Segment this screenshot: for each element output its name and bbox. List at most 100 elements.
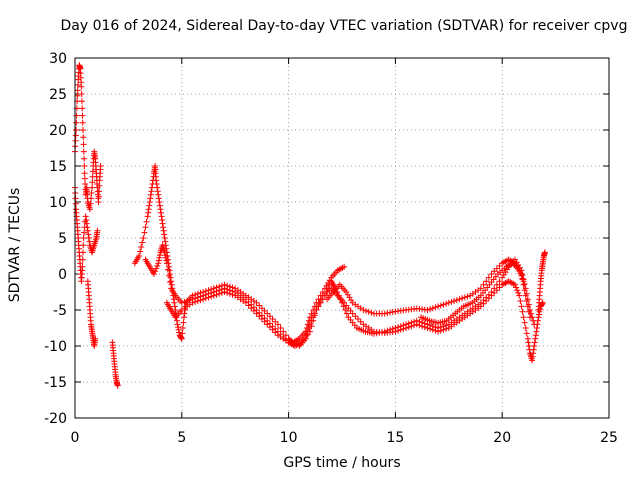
data-point	[79, 256, 86, 263]
data-point	[175, 324, 182, 331]
data-point	[154, 262, 161, 269]
data-point	[429, 305, 436, 312]
y-tick-label: -5	[53, 303, 67, 319]
data-point	[153, 181, 160, 187]
y-tick-label: 0	[58, 267, 67, 283]
data-point	[250, 307, 257, 314]
data-point	[392, 325, 399, 331]
data-point	[152, 268, 159, 275]
data-point	[285, 339, 292, 346]
data-point	[491, 285, 498, 292]
x-tick-label: 20	[493, 430, 511, 446]
data-point	[531, 339, 538, 346]
data-point	[526, 314, 533, 321]
data-point	[88, 195, 95, 202]
data-point	[269, 316, 276, 322]
data-point	[161, 235, 168, 241]
data-point	[82, 213, 89, 220]
y-axis-label: SDTVAR / TECUs	[7, 187, 23, 303]
series-arc4	[109, 339, 121, 389]
data-point	[210, 292, 217, 299]
data-point	[440, 323, 447, 330]
data-point	[95, 199, 102, 205]
data-point	[264, 321, 271, 328]
data-point	[379, 329, 386, 336]
data-point	[114, 382, 121, 389]
data-point	[146, 202, 153, 209]
y-tick-label: 15	[49, 159, 67, 175]
data-point	[156, 202, 163, 209]
data-point	[81, 163, 88, 169]
data-point	[256, 313, 263, 320]
x-tick-label: 5	[177, 430, 186, 446]
data-point	[164, 266, 171, 273]
data-point	[343, 310, 350, 317]
x-axis-label: GPS time / hours	[283, 455, 401, 471]
data-point	[82, 181, 89, 187]
data-point	[387, 326, 394, 333]
data-point	[80, 235, 87, 241]
data-point	[416, 318, 423, 325]
data-point	[325, 285, 332, 292]
data-point	[360, 307, 367, 313]
data-point	[522, 292, 529, 299]
data-point	[88, 190, 95, 196]
data-point	[153, 265, 160, 272]
data-point	[165, 272, 172, 279]
data-point	[373, 330, 380, 337]
data-point	[155, 195, 162, 202]
data-point	[302, 335, 309, 342]
data-point	[516, 292, 523, 299]
data-point	[171, 299, 178, 306]
data-point	[288, 340, 295, 347]
data-point	[147, 191, 154, 198]
data-point	[74, 82, 81, 88]
series-arc3	[84, 278, 99, 349]
data-point	[157, 206, 164, 213]
data-point	[145, 209, 152, 216]
series-arc10	[535, 249, 548, 313]
data-point	[174, 321, 181, 328]
data-point	[155, 191, 162, 198]
y-tick-label: -20	[44, 411, 67, 427]
data-point	[541, 249, 548, 256]
data-point	[221, 289, 228, 295]
data-point	[464, 293, 471, 300]
data-point	[224, 289, 231, 296]
data-point	[429, 323, 436, 330]
data-point	[84, 227, 91, 234]
data-point	[427, 306, 434, 313]
y-tick-label: 10	[49, 195, 67, 211]
data-point	[154, 184, 161, 191]
data-point	[477, 299, 484, 306]
y-tick-label: -10	[44, 339, 67, 355]
data-point	[520, 314, 527, 321]
data-point	[81, 229, 88, 236]
data-point	[440, 301, 447, 308]
data-point	[81, 155, 88, 162]
data-point	[432, 304, 439, 311]
data-point	[160, 227, 167, 234]
x-tick-label: 25	[600, 430, 618, 446]
data-point	[341, 263, 348, 270]
data-point	[488, 271, 495, 277]
data-point	[317, 299, 324, 306]
data-point	[73, 119, 80, 126]
data-point	[147, 195, 154, 202]
data-point	[493, 281, 500, 288]
data-point	[419, 319, 426, 326]
data-point	[483, 294, 490, 301]
data-point	[424, 307, 431, 313]
data-point	[208, 293, 215, 300]
data-point	[89, 168, 96, 175]
data-point	[293, 342, 300, 349]
data-point	[395, 324, 402, 331]
data-point	[178, 335, 185, 342]
data-point	[491, 268, 498, 275]
data-point	[304, 328, 311, 335]
data-point	[518, 272, 525, 279]
data-point	[272, 318, 279, 325]
data-point	[163, 260, 170, 267]
data-point	[143, 218, 150, 225]
data-point	[349, 310, 356, 317]
